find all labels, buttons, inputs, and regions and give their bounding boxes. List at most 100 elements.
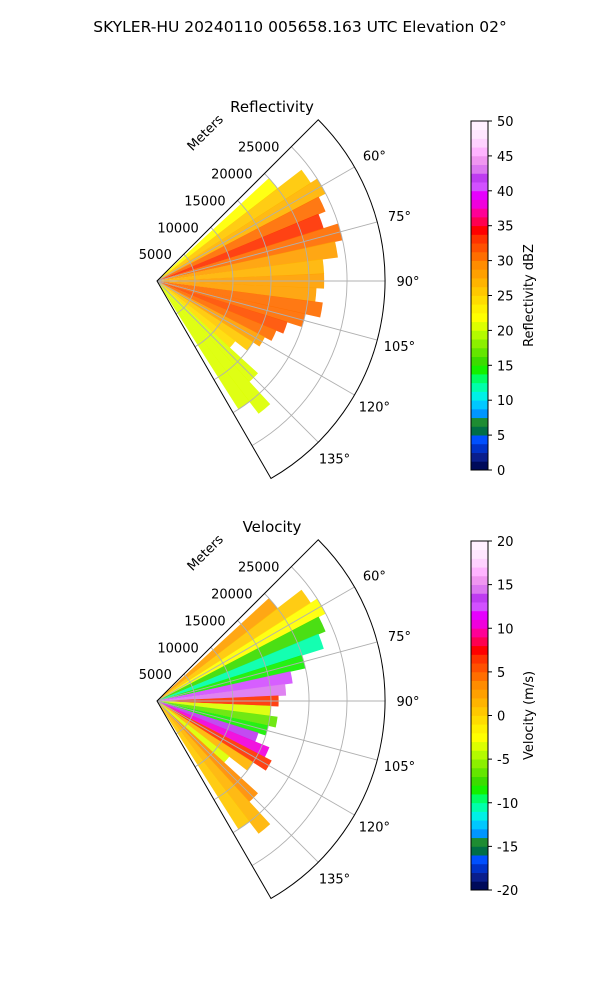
velocity-colorbar-segment-11 — [471, 785, 488, 795]
velocity-sector-frame — [156, 539, 386, 900]
velocity-echo-ray-18 — [157, 701, 271, 834]
velocity-azimuth-tick-120: 120° — [359, 821, 390, 836]
reflectivity-range-ring-15000 — [213, 200, 272, 381]
reflectivity-colorbar-segment-19 — [471, 295, 488, 305]
velocity-azimuth-spoke-120 — [156, 700, 355, 816]
velocity-colorbar-segment-32 — [471, 602, 488, 612]
velocity-colorbar-segment-39 — [471, 541, 488, 551]
velocity-range-tick-10000: 10000 — [157, 641, 198, 656]
reflectivity-sector-frame — [156, 119, 386, 480]
reflectivity-echo-ray-5 — [157, 223, 343, 281]
reflectivity-colorbar-segment-7 — [471, 400, 488, 410]
velocity-title: Velocity — [243, 518, 302, 536]
velocity-azimuth-tick-105: 105° — [384, 760, 415, 775]
velocity-azimuth-tick-60: 60° — [363, 570, 386, 585]
reflectivity-echo-ray-15 — [157, 281, 254, 351]
reflectivity-colorbar-segment-11 — [471, 365, 488, 375]
velocity-colorbar-tick--10: -10 — [497, 797, 518, 812]
velocity-echo-ray-10 — [157, 701, 278, 728]
velocity-colorbar-segment-29 — [471, 628, 488, 638]
reflectivity-colorbar-segment-3 — [471, 435, 488, 445]
velocity-colorbar-tick-20: 20 — [497, 535, 514, 550]
reflectivity-echo-ray-1 — [157, 169, 311, 281]
velocity-echo-ray-15 — [157, 701, 254, 771]
reflectivity-echo-ray-0 — [157, 178, 278, 281]
reflectivity-colorbar-segment-6 — [471, 408, 488, 419]
reflectivity-azimuth-spoke-120 — [156, 280, 355, 396]
reflectivity-azimuth-spoke-60 — [156, 166, 355, 282]
reflectivity-colorbar-segment-13 — [471, 347, 488, 357]
reflectivity-colorbar-segment-37 — [471, 138, 488, 148]
velocity-range-ring-10000 — [194, 646, 234, 768]
velocity-colorbar-segment-37 — [471, 558, 488, 568]
velocity-azimuth-spoke-105 — [156, 700, 378, 761]
reflectivity-colorbar-tick-10: 10 — [497, 394, 514, 409]
reflectivity-colorbar-segment-26 — [471, 234, 488, 244]
reflectivity-colorbar-tick-30: 30 — [497, 255, 514, 270]
figure-title: SKYLER-HU 20240110 005658.163 UTC Elevat… — [93, 18, 507, 36]
velocity-colorbar-segment-15 — [471, 750, 488, 760]
velocity-colorbar-label: Velocity (m/s) — [522, 671, 537, 760]
velocity-echo-ray-14 — [157, 701, 272, 771]
reflectivity-colorbar-tick-50: 50 — [497, 115, 514, 130]
velocity-colorbar-segment-27 — [471, 645, 488, 655]
velocity-range-label: Meters — [185, 532, 227, 574]
reflectivity-echo-ray-11 — [157, 281, 306, 327]
reflectivity-azimuth-spoke-75 — [156, 221, 378, 282]
reflectivity-colorbar-tick-40: 40 — [497, 185, 514, 200]
velocity-echo-ray-13 — [157, 701, 270, 758]
velocity-echo-ray-0 — [157, 598, 278, 701]
reflectivity-echo-ray-14 — [157, 281, 265, 347]
reflectivity-colorbar-segment-9 — [471, 382, 488, 392]
reflectivity-colorbar-segment-10 — [471, 374, 488, 384]
velocity-colorbar-segment-1 — [471, 872, 488, 882]
reflectivity-colorbar-segment-25 — [471, 243, 488, 253]
velocity-colorbar-segment-21 — [471, 698, 488, 708]
reflectivity-colorbar-tick-20: 20 — [497, 324, 514, 339]
velocity-colorbar-segment-3 — [471, 855, 488, 865]
velocity-colorbar-segment-26 — [471, 654, 488, 664]
velocity-colorbar-segment-4 — [471, 846, 488, 856]
reflectivity-range-ring-25000 — [251, 146, 348, 446]
velocity-azimuth-spoke-60 — [156, 586, 355, 702]
velocity-colorbar-segment-17 — [471, 732, 488, 743]
reflectivity-echo-ray-16 — [157, 281, 236, 348]
velocity-colorbar-segment-23 — [471, 680, 488, 690]
velocity-colorbar-segment-14 — [471, 759, 488, 769]
velocity-azimuth-spoke-75 — [156, 641, 378, 702]
reflectivity-colorbar-segment-17 — [471, 312, 488, 323]
reflectivity-colorbar-segment-14 — [471, 339, 488, 349]
velocity-azimuth-tick-75: 75° — [388, 630, 411, 645]
reflectivity-colorbar-segment-8 — [471, 391, 488, 401]
velocity-colorbar-segment-25 — [471, 663, 488, 673]
reflectivity-azimuth-tick-75: 75° — [388, 210, 411, 225]
velocity-range-tick-15000: 15000 — [184, 614, 225, 629]
reflectivity-colorbar-segment-27 — [471, 225, 488, 235]
velocity-colorbar-segment-20 — [471, 706, 488, 716]
reflectivity-colorbar-segment-20 — [471, 286, 488, 296]
velocity-azimuth-spoke-135 — [156, 700, 319, 863]
reflectivity-range-tick-10000: 10000 — [157, 221, 198, 236]
velocity-colorbar-segment-28 — [471, 636, 488, 647]
velocity-colorbar-segment-36 — [471, 567, 488, 577]
velocity-colorbar-tick-10: 10 — [497, 622, 514, 637]
velocity-panel: Velocity 5000 10000 15000 20000 25000 Meters 60… — [139, 518, 537, 900]
velocity-colorbar-segment-6 — [471, 828, 488, 839]
velocity-azimuth-tick-135: 135° — [319, 872, 350, 887]
reflectivity-colorbar-segment-29 — [471, 208, 488, 218]
reflectivity-azimuth-tick-60: 60° — [363, 150, 386, 165]
reflectivity-colorbar-segment-12 — [471, 356, 488, 366]
velocity-azimuth-tick-90: 90° — [396, 695, 419, 710]
velocity-colorbar-segment-5 — [471, 837, 488, 847]
velocity-range-tick-25000: 25000 — [238, 561, 279, 576]
reflectivity-colorbar-segment-0 — [471, 461, 488, 471]
reflectivity-azimuth-tick-120: 120° — [359, 401, 390, 416]
reflectivity-range-tick-20000: 20000 — [211, 168, 252, 183]
reflectivity-echo-ray-4 — [157, 213, 324, 281]
reflectivity-range-label: Meters — [185, 112, 227, 154]
velocity-colorbar-segment-24 — [471, 671, 488, 681]
velocity-colorbar-segment-19 — [471, 715, 488, 725]
reflectivity-colorbar-tick-5: 5 — [497, 429, 505, 444]
reflectivity-colorbar-tick-25: 25 — [497, 290, 514, 305]
